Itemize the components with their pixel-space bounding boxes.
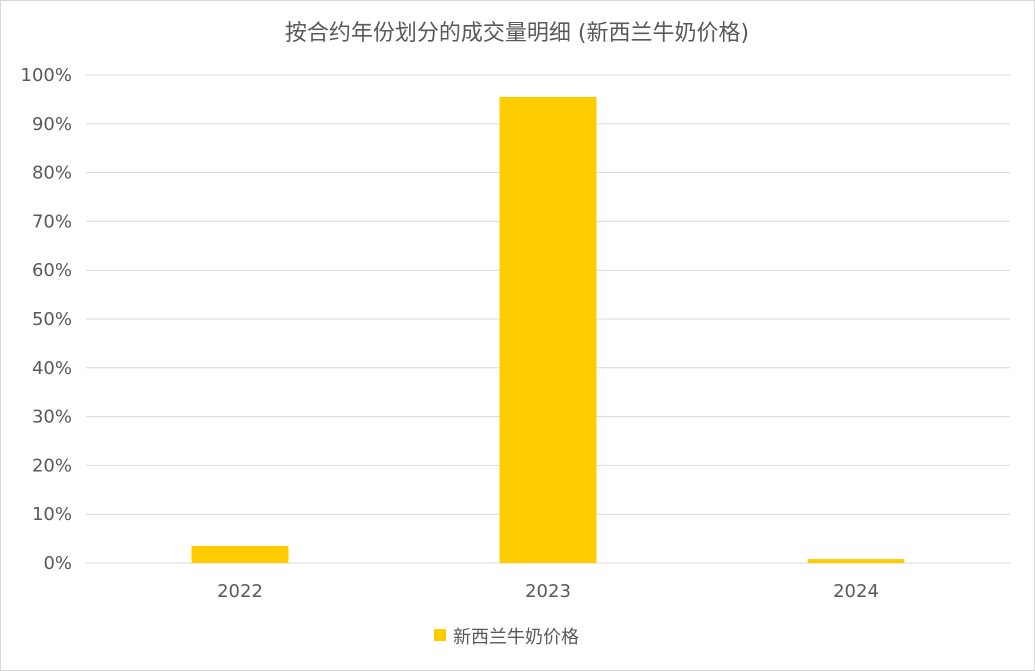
x-tick-label: 2022	[217, 581, 263, 602]
bars	[191, 96, 905, 564]
y-tick-label: 10%	[32, 504, 72, 525]
y-tick-label: 100%	[21, 65, 72, 86]
legend: 新西兰牛奶价格	[434, 627, 579, 648]
y-tick-label: 20%	[32, 455, 72, 476]
bar-2024	[807, 559, 905, 563]
chart-title: 按合约年份划分的成交量明细 (新西兰牛奶价格)	[285, 21, 749, 46]
y-tick-label: 70%	[32, 211, 72, 232]
legend-swatch	[434, 629, 446, 641]
x-axis: 2022 2023 2024	[217, 581, 879, 602]
y-axis: 0% 10% 20% 30% 40% 50% 60% 70% 80% 90% 100%	[21, 65, 72, 574]
y-tick-label: 0%	[43, 553, 72, 574]
y-tick-label: 60%	[32, 260, 72, 281]
bar-2022	[191, 545, 289, 563]
x-tick-label: 2024	[833, 581, 879, 602]
y-tick-label: 90%	[32, 114, 72, 135]
bar-2023	[499, 96, 597, 564]
y-tick-label: 40%	[32, 358, 72, 379]
x-tick-label: 2023	[525, 581, 571, 602]
y-tick-label: 80%	[32, 163, 72, 184]
y-tick-label: 30%	[32, 407, 72, 428]
legend-label: 新西兰牛奶价格	[453, 627, 579, 648]
y-tick-label: 50%	[32, 309, 72, 330]
